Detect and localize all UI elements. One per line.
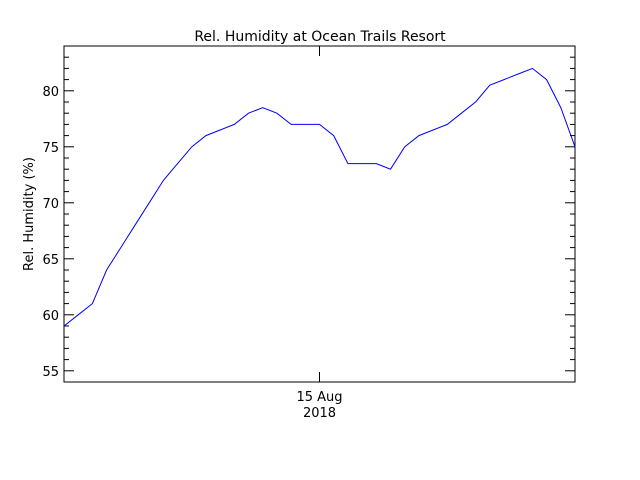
y-tick-label: 80 [42,85,59,100]
plot-frame [63,45,576,383]
y-tick-label: 55 [42,365,59,380]
x-tick-sublabel: 2018 [303,406,336,421]
y-tick-label: 65 [42,253,59,268]
chart-title: Rel. Humidity at Ocean Trails Resort [194,29,446,45]
y-tick-label: 60 [42,309,59,324]
y-axis-label: Rel. Humidity (%) [22,157,37,271]
y-axis: 55 60 65 70 75 80 [42,45,575,383]
y-tick-label: 75 [42,141,59,156]
series-layer [63,67,576,327]
x-tick-label: 15 Aug [296,390,342,405]
series-line [63,67,576,327]
y-tick-label: 70 [42,197,59,212]
